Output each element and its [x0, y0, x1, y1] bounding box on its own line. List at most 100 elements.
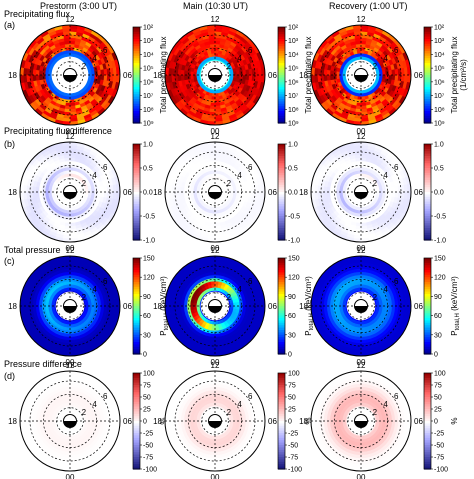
colorbar-step — [133, 218, 140, 222]
colorbar-step — [278, 103, 285, 107]
colorbar-tick-label: 10⁶ — [288, 79, 299, 86]
colorbar-frame — [132, 26, 141, 124]
heatmap-cell — [357, 172, 362, 177]
colorbar-tick-label: -0.5 — [434, 214, 446, 221]
colorbar-step — [133, 58, 140, 62]
colorbar-tick-label: 150 — [434, 256, 446, 263]
ring-label: 4 — [383, 285, 388, 294]
colorbar-step — [133, 144, 140, 147]
colorbar-step — [133, 111, 140, 114]
colorbar-step — [133, 177, 140, 181]
ring-label: 4 — [92, 54, 97, 63]
ring-label: 6 — [394, 163, 399, 172]
heatmap-cell — [260, 66, 265, 76]
panel-border — [164, 24, 266, 126]
colorbar-step — [424, 103, 431, 107]
colorbar-step — [424, 72, 431, 76]
colorbar-step — [278, 39, 285, 42]
colorbar-tick-label: 0 — [288, 352, 292, 359]
colorbar-tick-label: 1.0 — [434, 142, 444, 149]
colorbar-step — [133, 232, 140, 236]
heatmap-cell — [360, 207, 365, 212]
colorbar-step — [133, 82, 140, 86]
colorbar-step — [133, 223, 140, 227]
ring-label: 2 — [373, 293, 378, 302]
colorbar-tick-label: 0.0 — [288, 190, 298, 197]
heatmap-cell — [195, 191, 200, 196]
colorbar-step — [278, 213, 285, 217]
heatmap-cell — [360, 321, 365, 326]
colorbar-step — [278, 72, 285, 76]
colorbar-step — [133, 67, 140, 71]
mlt-label: 06 — [414, 188, 423, 197]
heatmap-cell — [230, 302, 235, 307]
mlt-label: 12 — [357, 246, 366, 255]
colorbar-step — [133, 163, 140, 167]
colorbar-step — [133, 108, 140, 112]
earth-nightside — [354, 75, 368, 82]
colorbar-tick-label: 10³ — [434, 38, 445, 45]
colorbar-step — [278, 194, 285, 198]
colorbar-tick-label: 90 — [143, 294, 151, 301]
colorbar-step — [278, 115, 285, 119]
colorbar-step — [133, 72, 140, 76]
colorbar-step — [278, 170, 285, 174]
colorbar-tick-label: 10⁷ — [143, 93, 154, 100]
row-title-b: Precipitating flux difference — [4, 126, 112, 136]
mlt-label: 18 — [153, 188, 162, 197]
ring-label: 4 — [237, 54, 242, 63]
colorbar-step — [133, 201, 140, 205]
colorbar-step — [278, 218, 285, 222]
heatmap-cell — [230, 71, 235, 76]
colorbar-step — [278, 153, 285, 157]
colorbar-step — [424, 67, 431, 71]
colorbar-step — [424, 94, 431, 98]
colorbar-step — [278, 94, 285, 98]
mlt-label: 06 — [414, 71, 423, 80]
colorbar-step — [278, 89, 285, 93]
colorbar-step — [424, 41, 431, 45]
ring-label: 2 — [373, 62, 378, 71]
colorbar-step — [424, 43, 431, 47]
heatmap-cell — [20, 74, 25, 84]
colorbar-step — [133, 216, 140, 219]
heatmap-cell — [66, 172, 71, 177]
column-title-main: Main (10:30 UT) — [183, 1, 249, 11]
colorbar-step — [278, 70, 285, 74]
colorbar-tick-label: 10⁴ — [434, 52, 445, 59]
colorbar-tick-label: 10⁴ — [288, 52, 299, 59]
ring-label: 2 — [373, 179, 378, 188]
colorbar-step — [133, 228, 140, 231]
colorbar-step — [133, 46, 140, 50]
colorbar-step — [424, 53, 431, 57]
colorbar-step — [133, 199, 140, 203]
colorbar-step — [278, 77, 285, 81]
colorbar-title: Total precipitating flux — [304, 37, 313, 114]
panel-label-a: (a) — [4, 20, 15, 30]
colorbar-step — [133, 211, 140, 215]
colorbar-step — [133, 146, 140, 150]
earth-nightside — [63, 192, 77, 199]
colorbar-step — [424, 63, 431, 66]
colorbar-step — [278, 106, 285, 110]
colorbar-step — [278, 201, 285, 205]
colorbar-step — [278, 65, 285, 69]
colorbar-step — [424, 51, 431, 54]
colorbar-tick-label: 30 — [288, 332, 296, 339]
colorbar-step — [133, 187, 140, 191]
panel-border — [310, 24, 412, 126]
colorbar-step — [424, 48, 431, 52]
colorbar-step — [278, 118, 285, 122]
colorbar-step — [278, 120, 285, 124]
colorbar: 1.00.50.0-0.5-1.0 — [423, 142, 446, 245]
colorbar-step — [424, 70, 431, 74]
heatmap-cell — [50, 420, 55, 425]
colorbar-step — [133, 34, 140, 38]
colorbar-step — [133, 31, 140, 35]
mlt-label: 18 — [299, 71, 308, 80]
